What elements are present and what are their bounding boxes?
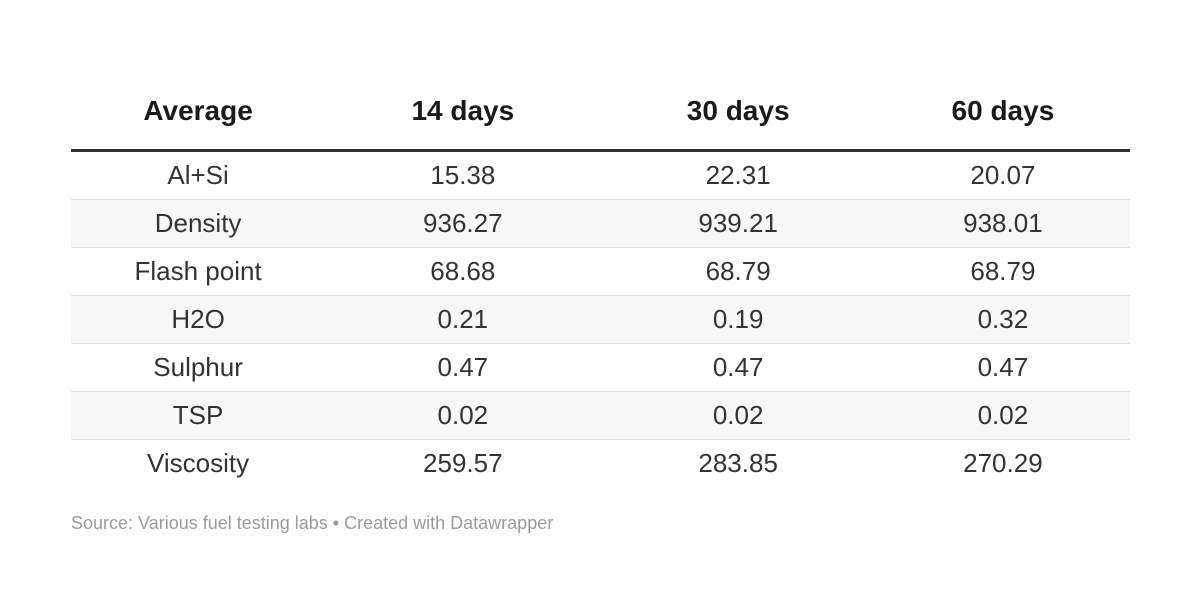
row-label-cell: Sulphur <box>153 352 243 382</box>
row-label-cell: Flash point <box>134 256 262 286</box>
data-table: Average 14 days 30 days 60 days Al+Si 15… <box>71 84 1130 487</box>
value-cell: 283.85 <box>698 448 778 478</box>
value-cell: 0.47 <box>977 352 1029 382</box>
value-cell: 0.02 <box>437 400 489 430</box>
value-cell: 0.47 <box>712 352 764 382</box>
table-row: TSP 0.02 0.02 0.02 <box>71 391 1130 440</box>
table-row: Viscosity 259.57 283.85 270.29 <box>71 440 1130 488</box>
table-header: Average 14 days 30 days 60 days <box>71 84 1130 151</box>
header-cell-60-days: 60 days <box>951 95 1055 126</box>
value-cell: 0.02 <box>977 400 1029 430</box>
table-row: Al+Si 15.38 22.31 20.07 <box>71 151 1130 200</box>
value-cell: 936.27 <box>423 208 503 238</box>
header-row: Average 14 days 30 days 60 days <box>71 84 1130 151</box>
value-cell: 270.29 <box>963 448 1043 478</box>
value-cell: 0.02 <box>712 400 764 430</box>
table-row: Flash point 68.68 68.79 68.79 <box>71 248 1130 296</box>
header-cell-average: Average <box>143 95 253 126</box>
row-label-cell: Al+Si <box>167 160 229 190</box>
table-row: Density 936.27 939.21 938.01 <box>71 199 1130 248</box>
value-cell: 15.38 <box>430 160 496 190</box>
table-body: Al+Si 15.38 22.31 20.07 Density 936.27 9… <box>71 151 1130 488</box>
value-cell: 68.79 <box>970 256 1036 286</box>
table-row: H2O 0.21 0.19 0.32 <box>71 295 1130 344</box>
header-cell-30-days: 30 days <box>686 95 790 126</box>
value-cell: 0.47 <box>437 352 489 382</box>
value-cell: 22.31 <box>705 160 771 190</box>
value-cell: 939.21 <box>698 208 778 238</box>
value-cell: 259.57 <box>423 448 503 478</box>
value-cell: 0.19 <box>712 304 764 334</box>
row-label-cell: Viscosity <box>147 448 250 478</box>
table-row: Sulphur 0.47 0.47 0.47 <box>71 344 1130 392</box>
value-cell: 938.01 <box>963 208 1043 238</box>
value-cell: 0.32 <box>977 304 1029 334</box>
value-cell: 68.68 <box>430 256 496 286</box>
row-label-cell: Density <box>154 208 242 238</box>
header-cell-14-days: 14 days <box>411 95 515 126</box>
value-cell: 68.79 <box>705 256 771 286</box>
row-label-cell: H2O <box>171 304 225 334</box>
table-container: Average 14 days 30 days 60 days Al+Si 15… <box>71 84 1130 487</box>
source-attribution: Source: Various fuel testing labs • Crea… <box>71 513 554 533</box>
value-cell: 20.07 <box>970 160 1036 190</box>
value-cell: 0.21 <box>437 304 489 334</box>
row-label-cell: TSP <box>172 400 224 430</box>
